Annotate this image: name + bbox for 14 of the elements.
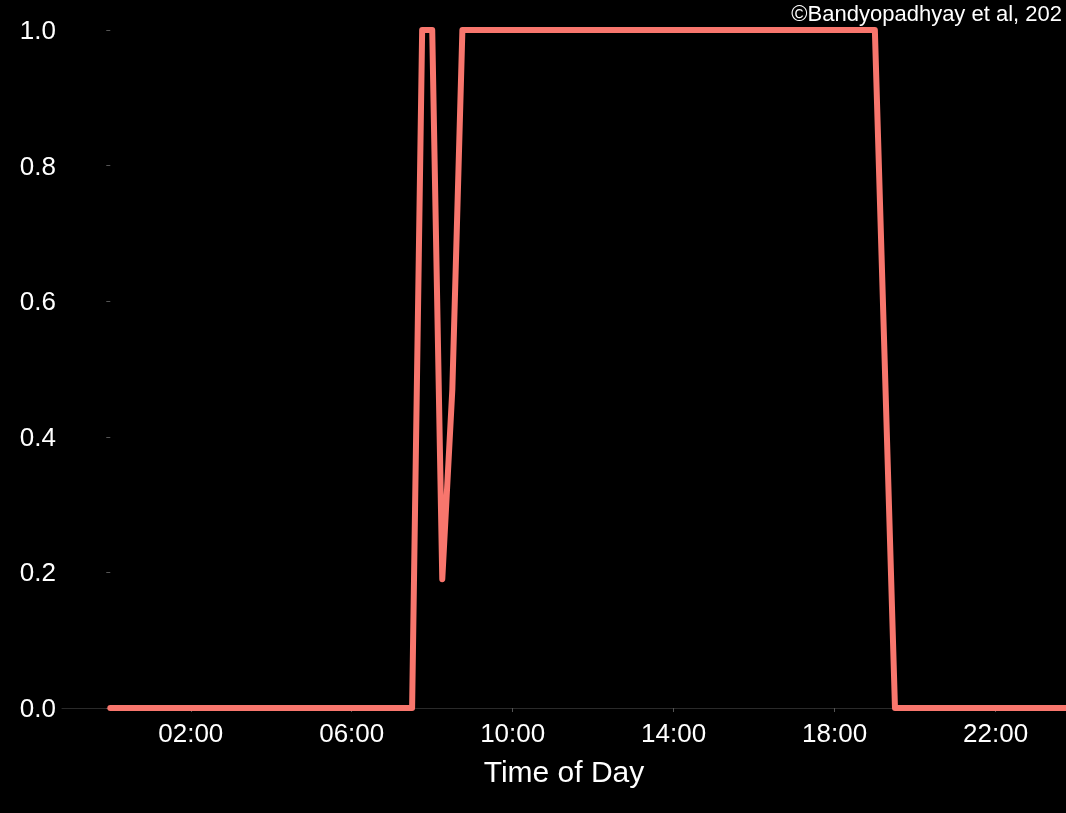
y-tick-label: 0.8 [19, 150, 56, 181]
x-tick-label: 22:00 [963, 718, 1029, 748]
x-tick-label: 18:00 [802, 718, 868, 748]
x-tick-label: 14:00 [641, 718, 707, 748]
x-tick-label: 02:00 [158, 718, 224, 748]
x-tick-label: 06:00 [319, 718, 385, 748]
x-axis-title: Time of Day [483, 754, 645, 788]
y-tick-label: 0.2 [19, 557, 56, 588]
y-tick-label: 0.4 [19, 421, 56, 452]
x-tick-label: 10:00 [480, 718, 546, 748]
text: ©Bandyopadhyay et al, 202 [791, 0, 1063, 26]
y-tick-label: 0.6 [19, 286, 56, 317]
y-tick-label: 1.0 [19, 15, 56, 45]
y-tick-label: 0.0 [19, 693, 56, 723]
